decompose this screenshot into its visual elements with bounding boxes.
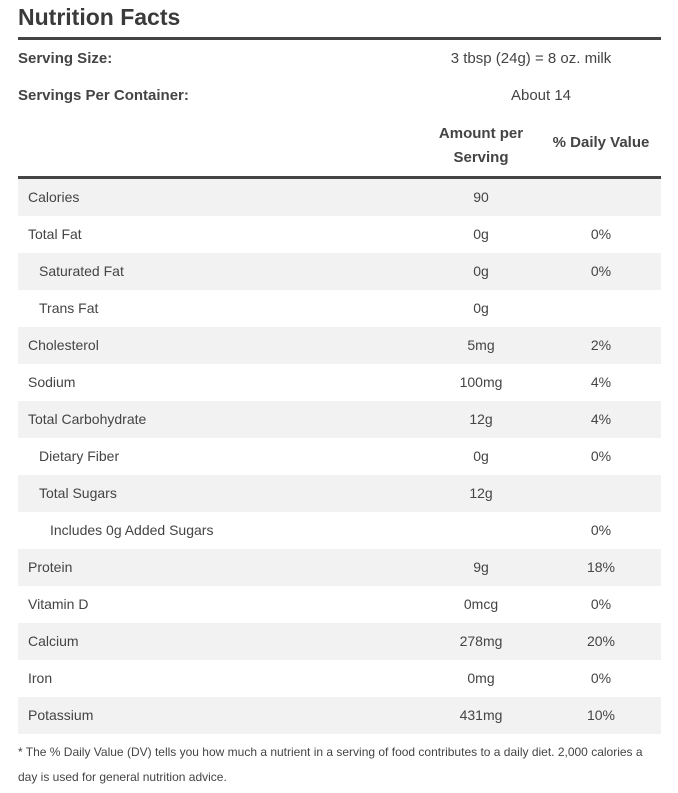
daily-value: 18%	[586, 559, 616, 575]
nutrient-name: Total Sugars	[39, 485, 117, 501]
footnote: * The % Daily Value (DV) tells you how m…	[18, 745, 643, 784]
divider	[18, 176, 661, 179]
nutrient-name: Saturated Fat	[39, 263, 124, 279]
header-amount: Amount per Serving	[438, 125, 524, 166]
amount: 0mg	[467, 670, 495, 686]
nutrient-name: Vitamin D	[28, 596, 89, 612]
title: Nutrition Facts	[18, 4, 181, 30]
nutrient-name: Includes 0g Added Sugars	[50, 522, 214, 538]
amount: 5mg	[467, 337, 495, 353]
nutrient-name: Sodium	[28, 374, 76, 390]
nutrient-row: Sodium 100mg 4%	[18, 364, 661, 401]
nutrient-name: Calories	[28, 189, 80, 205]
daily-value: 0%	[590, 596, 612, 612]
servings-value: About 14	[510, 87, 572, 104]
nutrient-name: Total Fat	[28, 226, 82, 242]
nutrient-name: Calcium	[28, 633, 79, 649]
daily-value: 20%	[586, 633, 616, 649]
divider	[18, 37, 661, 40]
daily-value: 0%	[590, 448, 612, 464]
amount: 90	[473, 189, 489, 205]
serving-size-value: 3 tbsp (24g) = 8 oz. milk	[450, 50, 612, 67]
nutrient-row: Trans Fat 0g	[18, 290, 661, 327]
amount: 278mg	[459, 633, 503, 649]
nutrient-name: Trans Fat	[39, 300, 99, 316]
nutrient-row: Calcium 278mg 20%	[18, 623, 661, 660]
nutrient-row: Total Sugars 12g	[18, 475, 661, 512]
nutrient-row: Total Fat 0g 0%	[18, 216, 661, 253]
nutrient-row: Calories 90	[18, 179, 661, 216]
amount: 12g	[469, 411, 493, 427]
nutrient-row: Cholesterol 5mg 2%	[18, 327, 661, 364]
amount: 100mg	[459, 374, 503, 390]
amount: 0g	[473, 263, 489, 279]
nutrient-row: Vitamin D 0mcg 0%	[18, 586, 661, 623]
servings-label: Servings Per Container:	[18, 87, 189, 104]
daily-value: 0%	[590, 522, 612, 538]
nutrient-row: Includes 0g Added Sugars 0%	[18, 512, 661, 549]
daily-value: 2%	[590, 337, 612, 353]
nutrient-row: Total Carbohydrate 12g 4%	[18, 401, 661, 438]
amount: 0mcg	[463, 596, 499, 612]
nutrient-name: Iron	[28, 670, 53, 686]
amount: 0g	[473, 226, 489, 242]
daily-value: 0%	[590, 226, 612, 242]
daily-value: 0%	[590, 263, 612, 279]
nutrient-name: Potassium	[28, 707, 94, 723]
daily-value: 4%	[590, 411, 612, 427]
nutrient-row: Protein 9g 18%	[18, 549, 661, 586]
nutrient-name: Dietary Fiber	[39, 448, 120, 464]
nutrient-row: Iron 0mg 0%	[18, 660, 661, 697]
nutrient-row: Saturated Fat 0g 0%	[18, 253, 661, 290]
nutrient-name: Protein	[28, 559, 73, 575]
header-daily-value: % Daily Value	[552, 134, 650, 151]
amount: 0g	[473, 448, 489, 464]
daily-value: 10%	[586, 707, 616, 723]
amount: 9g	[473, 559, 489, 575]
nutrient-row: Potassium 431mg 10%	[18, 697, 661, 734]
nutrient-name: Cholesterol	[28, 337, 99, 353]
nutrient-table: Calories 90 Total Fat 0g 0% Saturated Fat 0g 0%…	[18, 179, 661, 734]
amount: 12g	[469, 485, 493, 501]
daily-value: 0%	[590, 670, 612, 686]
nutrient-name: Total Carbohydrate	[28, 411, 147, 427]
serving-size-label: Serving Size:	[18, 50, 113, 67]
amount: 431mg	[459, 707, 503, 723]
nutrient-row: Dietary Fiber 0g 0%	[18, 438, 661, 475]
daily-value: 4%	[590, 374, 612, 390]
amount: 0g	[473, 300, 489, 316]
